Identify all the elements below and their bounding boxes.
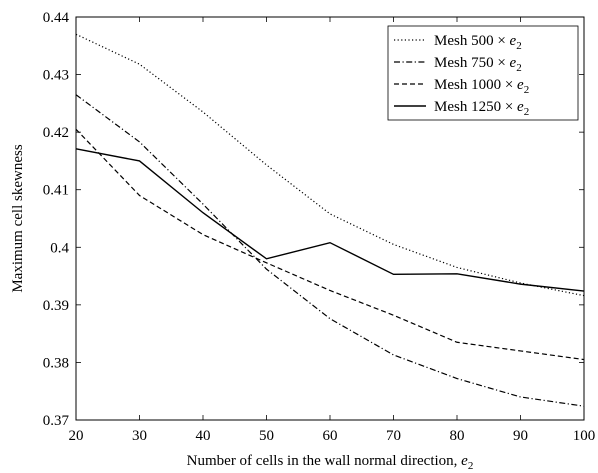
y-tick-label: 0.38 <box>43 355 69 371</box>
y-tick-label: 0.43 <box>43 68 69 84</box>
x-axis-label-symbol: e <box>461 453 468 469</box>
axis-ticks: 20 30 40 50 60 70 80 90 100 0.37 0.38 0.39 0.4 0.41 0.… <box>43 10 596 444</box>
x-tick-label: 50 <box>259 428 274 444</box>
x-axis-label-text: Number of cells in the wall normal direc… <box>187 453 462 469</box>
x-axis-label-subscript: 2 <box>468 460 474 472</box>
legend-label-3: Mesh 1000 × e2 <box>434 77 529 96</box>
series-lines <box>75 33 585 407</box>
x-tick-label: 70 <box>386 428 401 444</box>
x-tick-label: 30 <box>132 428 147 444</box>
x-axis-label: Number of cells in the wall normal direc… <box>187 453 474 472</box>
x-tick-label: 100 <box>573 428 596 444</box>
y-tick-label: 0.4 <box>50 240 69 256</box>
x-tick-label: 90 <box>513 428 528 444</box>
y-axis-label: Maximum cell skewness <box>10 144 26 292</box>
y-tick-label: 0.41 <box>43 183 69 199</box>
legend-box <box>387 25 579 121</box>
y-tick-label: 0.37 <box>43 413 70 429</box>
x-tick-label: 20 <box>69 428 84 444</box>
legend-label-2: Mesh 750 × e2 <box>434 55 522 74</box>
y-tick-label: 0.44 <box>43 10 70 26</box>
series-line-3 <box>75 128 585 361</box>
legend-label-1: Mesh 500 × e2 <box>434 33 522 52</box>
series-line-4 <box>75 148 585 292</box>
x-tick-label: 80 <box>450 428 465 444</box>
y-tick-label: 0.39 <box>43 298 69 314</box>
legend: Mesh 500 × e2 Mesh 750 × e2 Mesh 1000 × e2… <box>387 25 579 121</box>
series-line-1 <box>75 33 585 297</box>
series-line-2 <box>75 94 585 407</box>
x-tick-label: 60 <box>323 428 338 444</box>
y-tick-label: 0.42 <box>43 125 69 141</box>
x-tick-label: 40 <box>196 428 211 444</box>
legend-label-4: Mesh 1250 × e2 <box>434 99 529 118</box>
